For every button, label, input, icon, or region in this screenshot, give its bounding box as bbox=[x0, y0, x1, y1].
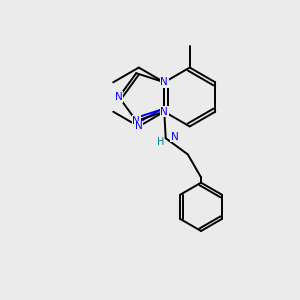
Text: N: N bbox=[115, 92, 123, 102]
Text: N: N bbox=[135, 122, 142, 131]
Text: N: N bbox=[160, 107, 168, 117]
Text: N: N bbox=[132, 116, 140, 126]
Text: H: H bbox=[157, 137, 164, 147]
Text: N: N bbox=[171, 132, 178, 142]
Text: N: N bbox=[160, 77, 168, 87]
